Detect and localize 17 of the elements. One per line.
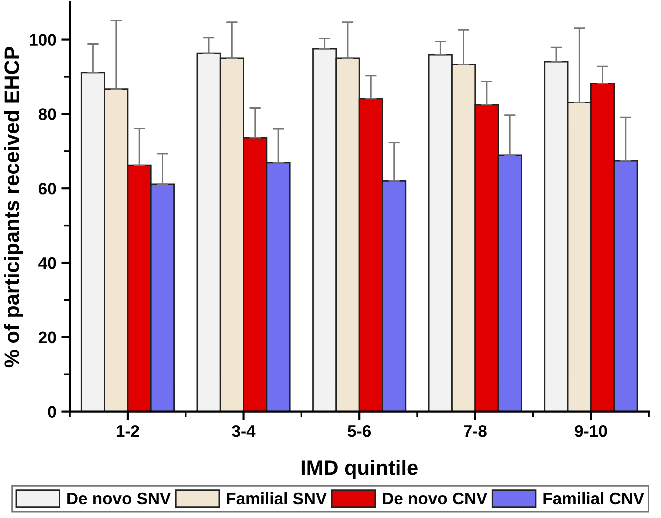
x-tick-label: 3-4 xyxy=(232,425,256,438)
y-tick-label: 60 xyxy=(38,183,56,195)
legend-label: De novo CNV xyxy=(383,492,488,505)
x-tick-label: 9-10 xyxy=(575,425,608,438)
x-axis-title: IMD quintile xyxy=(302,460,418,480)
x-tick-label: 7-8 xyxy=(464,425,487,438)
y-tick-label: 0 xyxy=(48,406,56,418)
legend-label: Familial CNV xyxy=(544,492,644,505)
y-tick-label: 100 xyxy=(30,34,56,46)
y-tick-label: 80 xyxy=(38,108,56,120)
legend-label: Familial SNV xyxy=(227,492,327,505)
y-axis-title: % of participants received EHCP xyxy=(4,46,24,368)
x-tick-label: 5-6 xyxy=(348,425,372,438)
x-tick-label: 1-2 xyxy=(116,425,140,438)
y-tick-label: 20 xyxy=(38,332,56,344)
y-tick-label: 40 xyxy=(38,257,56,270)
legend-label: De novo SNV xyxy=(68,492,172,505)
